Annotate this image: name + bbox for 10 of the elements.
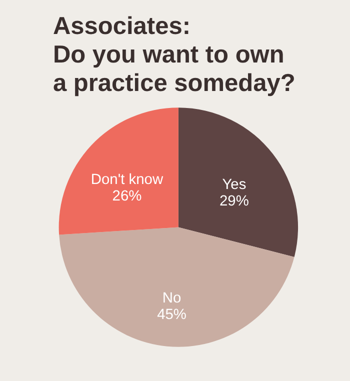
slice-label: No — [162, 290, 182, 306]
pie-slice — [59, 108, 178, 235]
slice-label: Don't know — [90, 172, 164, 188]
pie-slice — [178, 108, 298, 258]
pie-slice — [59, 227, 294, 347]
chart-title: Associates: Do you want to own a practice someday? — [52, 13, 296, 97]
data-label: 29% — [220, 194, 249, 210]
data-label: 26% — [112, 188, 142, 205]
slice-label: Yes — [222, 176, 246, 193]
data-label: 45% — [157, 307, 186, 324]
